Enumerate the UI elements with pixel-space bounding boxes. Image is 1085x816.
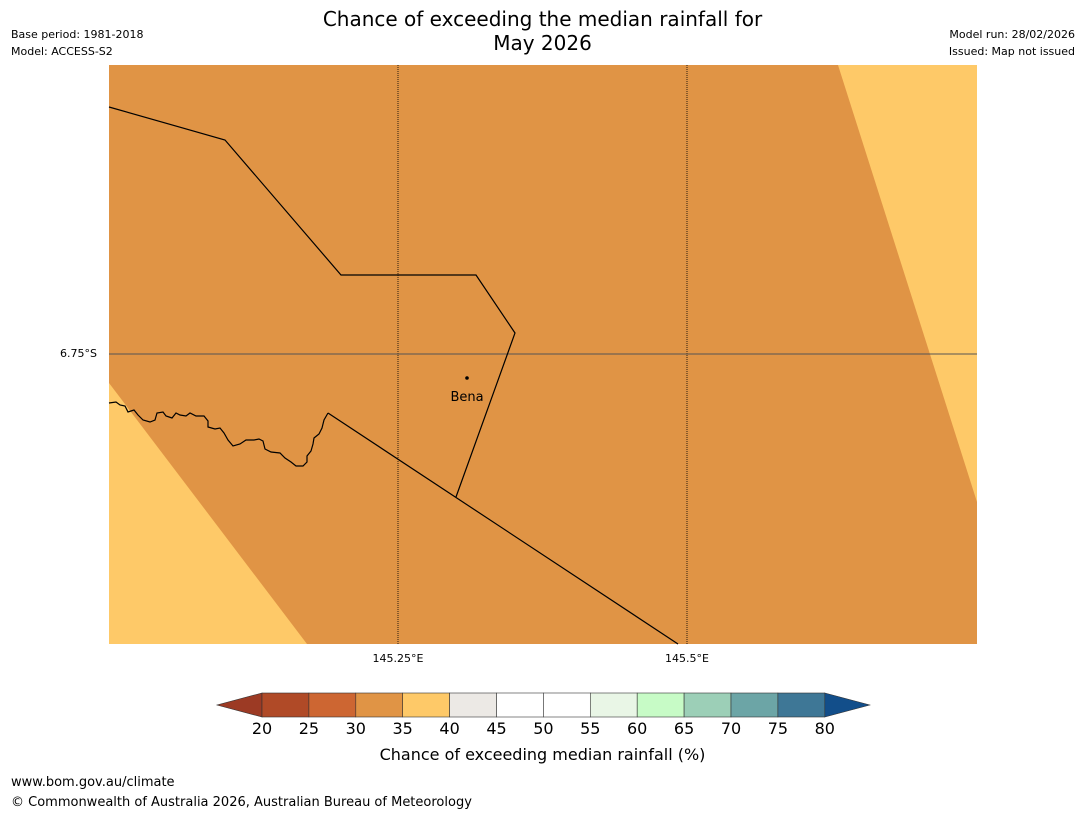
colorbar-segment: [589, 692, 638, 718]
model-run: Model run: 28/02/2026: [949, 28, 1075, 41]
colorbar-tick-label: 50: [533, 719, 554, 738]
colorbar-segment: [261, 692, 310, 718]
colorbar-tick-label: 45: [486, 719, 507, 738]
region-35-40-east: [838, 65, 977, 502]
meta-right: Model run: 28/02/2026 Issued: Map not is…: [949, 26, 1075, 60]
colorbar-segment: [683, 692, 732, 718]
colorbar-label: Chance of exceeding median rainfall (%): [379, 745, 706, 764]
lon-label-145-25: 145.25°E: [372, 652, 424, 665]
base-period: Base period: 1981-2018: [11, 28, 144, 41]
colorbar-segment: [402, 692, 450, 718]
region-35-40-southwest: [109, 383, 307, 644]
colorbar-tick-label: 25: [298, 719, 320, 738]
colorbar-tick-label: 40: [439, 719, 460, 738]
town-label: Bena: [450, 390, 483, 405]
map-title: Chance of exceeding the median rainfall …: [200, 7, 885, 55]
colorbar-tick-label: 60: [627, 719, 648, 738]
lon-label-145-5: 145.5°E: [665, 652, 709, 665]
province-boundary: [108, 106, 516, 498]
colorbar-segment: [308, 692, 357, 718]
colorbar-tick-label: 30: [345, 719, 366, 738]
colorbar-segment: [449, 692, 497, 718]
province-boundary-south: [327, 412, 679, 645]
river-boundary: [108, 401, 329, 467]
colorbar-tick-label: 20: [251, 719, 273, 738]
colorbar-tick-label: 65: [673, 719, 695, 738]
colorbar-tick-label: 55: [580, 719, 601, 738]
meta-left: Base period: 1981-2018 Model: ACCESS-S2: [11, 26, 143, 60]
colorbar-segment: [730, 692, 779, 718]
colorbar-segment: [355, 692, 403, 718]
title-line-2: May 2026: [493, 31, 592, 55]
title-line-1: Chance of exceeding the median rainfall …: [322, 7, 763, 31]
colorbar-tick-label: 75: [767, 719, 789, 738]
colorbar-extend-high: [824, 692, 871, 718]
colorbar-segment: [636, 692, 685, 718]
colorbar-segment: [543, 692, 591, 718]
colorbar-extend-low: [215, 692, 263, 718]
colorbar-tick-label: 80: [814, 719, 835, 738]
colorbar-segment: [777, 692, 826, 718]
region-30-35: [109, 65, 977, 644]
issued-status: Issued: Map not issued: [948, 45, 1075, 58]
lat-label: 6.75°S: [60, 347, 97, 360]
footer-website: www.bom.gov.au/climate: [11, 775, 175, 790]
model-name: Model: ACCESS-S2: [11, 45, 113, 58]
colorbar-segment: [496, 692, 544, 718]
footer-copyright: © Commonwealth of Australia 2026, Austra…: [11, 795, 472, 810]
colorbar-tick-label: 70: [720, 719, 742, 738]
town-marker: [465, 376, 469, 380]
colorbar-tick-label: 35: [392, 719, 413, 738]
